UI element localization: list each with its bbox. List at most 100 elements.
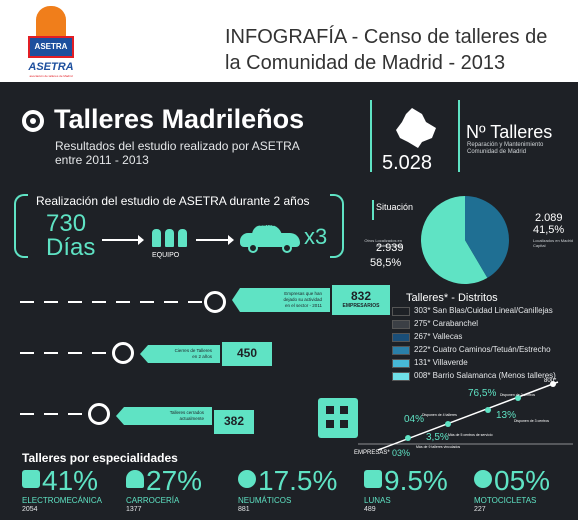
especialidad-count: 1377 (126, 506, 142, 513)
especialidad-neumaticos: 17.5% NEUMÁTICOS 881 (238, 466, 358, 518)
subtitle: Resultados del estudio realizado por ASE… (55, 139, 355, 167)
main-title: Talleres Madrileños (54, 104, 305, 134)
especialidad-motocicletas: 05% MOTOCICLETAS 227 (474, 466, 574, 518)
situacion-pie-chart (421, 196, 509, 284)
especialidad-name: CARROCERÍA (126, 496, 180, 505)
especialidad-pct: 05% (494, 465, 551, 496)
total-count: 5.028 (382, 152, 433, 174)
study-brace-right (330, 194, 344, 258)
total-sub: Reparación y Mantenimiento Comunidad de … (467, 142, 577, 156)
infographic-title: INFOGRAFÍA - Censo de talleres de la Com… (225, 24, 570, 76)
especialidad-count: 227 (474, 506, 486, 513)
empresas-pct: 04% (404, 414, 424, 425)
distrito-swatch (392, 359, 410, 368)
timeline-dash (20, 352, 116, 354)
especialidad-carroceria: 27% CARROCERÍA 1377 (126, 466, 226, 518)
total-sub-line-2: Comunidad de Madrid (467, 149, 527, 155)
person-icon (165, 229, 174, 247)
distrito-row: 275* Carabanchel (392, 319, 572, 329)
distrito-swatch (392, 346, 410, 355)
team-label: EQUIPO (152, 252, 180, 259)
especialidad-pct: 41% (42, 465, 99, 496)
subtitle-line-2: entre 2011 - 2013 (55, 153, 149, 167)
empresas-max-label: 800* (544, 378, 557, 384)
pie-slice-other (421, 196, 488, 284)
madrid-map-icon (396, 108, 436, 148)
tag-line: actualmente (179, 416, 204, 421)
empresas-chart: EMPRESAS* 800* 76,5% Disponen de 2 centr… (318, 378, 573, 458)
car-body-icon (126, 470, 144, 488)
distrito-row: 131* Villaverde (392, 358, 572, 368)
distrito-text: 303* San Blas/Cuidad Lineal/Canillejas (414, 306, 553, 315)
logo-text: ASETRA (28, 61, 74, 73)
timeline-value-3: 382 (214, 410, 254, 434)
target-icon (22, 110, 44, 132)
study-title: Realización del estudio de ASETRA durant… (36, 194, 310, 208)
tag-line: Talleres cerrados (169, 410, 204, 415)
especialidad-electromecanica: 41% ELECTROMECÁNICA 2054 (22, 466, 122, 518)
distrito-swatch (392, 307, 410, 316)
distrito-text: 131* Villaverde (414, 358, 468, 367)
especialidad-name: ELECTROMECÁNICA (22, 496, 103, 505)
timeline-value: 382 (223, 414, 245, 428)
empresas-pct: 76,5% (468, 388, 496, 399)
tire-icon (238, 470, 256, 488)
distrito-row: 267* Vallecas (392, 332, 572, 342)
distrito-swatch (392, 372, 410, 381)
empresas-desc: Más de 9 talleres vinculados (416, 445, 460, 449)
empresas-desc: Disponen de 4 talleres (422, 413, 457, 417)
timeline-value: 450 (236, 346, 258, 360)
title-line-1: INFOGRAFÍA - Censo de talleres de (225, 26, 548, 48)
pie-slice-capital (465, 196, 509, 278)
tag-line: en el sector - 2011 (285, 303, 322, 308)
situacion-label: Situación (376, 202, 414, 212)
especialidad-lunas: 9.5% LUNAS 489 (364, 466, 464, 518)
car-icon (240, 225, 300, 253)
distrito-row: 303* San Blas/Cuidad Lineal/Canillejas (392, 306, 572, 316)
total-bracket (370, 100, 460, 172)
timeline-value-2: 450 (222, 342, 272, 366)
distrito-swatch (392, 333, 410, 342)
other-desc: Otros Localizados en Madrid Capital (364, 238, 402, 248)
total-sub-line-1: Reparación y Mantenimiento (467, 142, 544, 148)
empresas-desc: Disponen de 3 centros (514, 419, 549, 423)
header: ASETRA ASETRA asociación de talleres de … (0, 0, 578, 82)
total-label: Nº Talleres (466, 122, 553, 142)
distritos-title: Talleres* - Distritos (406, 292, 498, 304)
tag-line: en 2 años (192, 354, 212, 359)
person-icon (152, 229, 161, 247)
multiplier: x3 (304, 224, 328, 249)
tag-line: Cierres de Talleres (174, 348, 212, 353)
timeline-node-icon (204, 291, 226, 313)
capital-count: 2.089 (535, 212, 563, 224)
especialidad-name: LUNAS (364, 496, 391, 505)
motorcycle-icon (474, 470, 492, 488)
capital-desc: Localizados en Madrid Capital (533, 238, 574, 248)
person-icon (178, 229, 187, 247)
distrito-text: 222* Cuatro Caminos/Tetuán/Estrecho (414, 345, 551, 354)
especialidad-pct: 17.5% (258, 465, 338, 496)
tag-line: dejado su actividad (283, 297, 322, 302)
team-icon (152, 225, 192, 247)
especialidades-title: Talleres por especialidades (22, 451, 178, 465)
arrow-icon (196, 235, 234, 245)
days-label: Días (46, 234, 96, 261)
especialidad-count: 881 (238, 506, 250, 513)
timeline-dash (20, 301, 206, 303)
timeline-node-icon (112, 342, 134, 364)
timeline-value-1: 832 EMPRESARIOS (332, 285, 390, 315)
capital-percent: 41,5% (533, 224, 565, 236)
building-icon (318, 398, 358, 438)
empresas-desc: Disponen de 2 centros (500, 393, 535, 397)
especialidad-name: MOTOCICLETAS (474, 496, 537, 505)
especialidad-pct: 9.5% (384, 465, 448, 496)
timeline-value-sub: EMPRESARIOS (342, 303, 380, 309)
situacion-divider (372, 200, 374, 220)
especialidad-name: NEUMÁTICOS (238, 496, 292, 505)
distrito-row: 222* Cuatro Caminos/Tetuán/Estrecho (392, 345, 572, 355)
empresas-pct: 03% (392, 448, 410, 458)
other-percent: 58,5% (370, 257, 402, 269)
subtitle-line-1: Resultados del estudio realizado por ASE… (55, 139, 300, 153)
empresas-pct: 3,5% (426, 432, 449, 443)
title-line-2: la Comunidad de Madrid - 2013 (225, 52, 506, 74)
